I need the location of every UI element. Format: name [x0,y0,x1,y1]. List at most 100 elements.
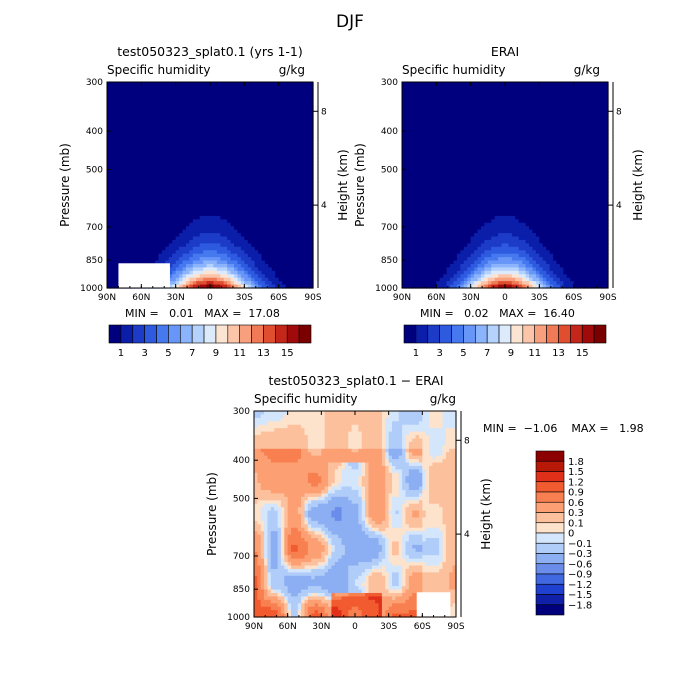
field-cell [234,95,239,100]
field-cell [443,243,448,248]
field-cell [292,263,297,268]
field-cell [213,164,218,169]
field-cell [107,198,112,203]
field-cell [285,164,290,169]
field-cell [268,243,273,248]
field-cell [196,209,201,214]
field-cell [415,195,420,200]
field-cell [275,147,280,152]
field-cell [182,270,187,275]
field-cell [244,178,249,183]
field-cell [110,253,115,258]
field-cell [446,236,451,241]
field-cell [185,188,190,193]
field-cell [244,198,249,203]
field-cell [261,160,266,165]
field-cell [288,174,293,179]
field-cell [151,126,156,131]
field-cell [185,123,190,128]
field-cell [216,178,221,183]
field-cell [419,164,424,169]
field-cell [292,136,297,141]
field-cell [309,277,314,282]
field-cell [258,188,263,193]
field-cell [134,119,139,124]
field-cell [199,85,204,90]
field-cell [155,239,160,244]
field-cell [155,82,160,87]
field-cell [168,188,173,193]
field-cell [309,109,314,114]
field-cell [234,123,239,128]
field-cell [436,260,441,265]
field-cell [124,243,129,248]
field-cell [165,209,170,214]
field-cell [120,154,125,159]
field-cell [261,253,266,258]
field-cell [278,239,283,244]
field-cell [210,99,215,104]
field-cell [206,167,211,172]
field-cell [278,85,283,90]
field-cell [158,188,163,193]
field-cell [258,250,263,255]
field-cell [292,229,297,234]
field-cell [113,198,118,203]
field-cell [185,212,190,217]
field-cell [182,205,187,210]
field-cell [120,133,125,138]
field-cell [439,171,444,176]
field-cell [402,198,407,203]
field-cell [271,219,276,224]
field-cell [254,263,259,268]
field-cell [419,102,424,107]
field-cell [467,130,472,135]
field-cell [306,174,311,179]
field-cell [467,181,472,186]
field-cell [227,205,232,210]
field-cell [137,143,142,148]
field-cell [254,229,259,234]
field-cell [144,195,149,200]
field-cell [196,202,201,207]
field-cell [223,95,228,100]
field-cell [210,263,215,268]
field-cell [161,150,166,155]
field-cell [446,277,451,282]
field-cell [268,226,273,231]
field-cell [120,147,125,152]
field-cell [268,160,273,165]
field-cell [412,154,417,159]
field-cell [203,284,208,289]
field-cell [299,226,304,231]
field-cell [134,229,139,234]
field-cell [247,178,252,183]
field-cell [223,106,228,111]
field-cell [288,106,293,111]
field-cell [306,233,311,238]
field-cell [117,102,122,107]
field-cell [117,239,122,244]
field-cell [120,136,125,141]
field-cell [470,102,475,107]
field-cell [460,178,465,183]
field-cell [282,171,287,176]
field-cell [258,112,263,117]
field-cell [436,178,441,183]
field-cell [107,260,112,265]
field-cell [446,167,451,172]
field-cell [213,246,218,251]
field-cell [206,119,211,124]
field-cell [175,160,180,165]
field-cell [292,198,297,203]
field-cell [247,263,252,268]
field-cell [240,160,245,165]
field-cell [196,140,201,145]
field-cell [264,157,269,162]
field-cell [285,171,290,176]
field-cell [189,99,194,104]
field-cell [230,160,235,165]
field-cell [446,284,451,289]
field-cell [261,157,266,162]
field-cell [309,154,314,159]
